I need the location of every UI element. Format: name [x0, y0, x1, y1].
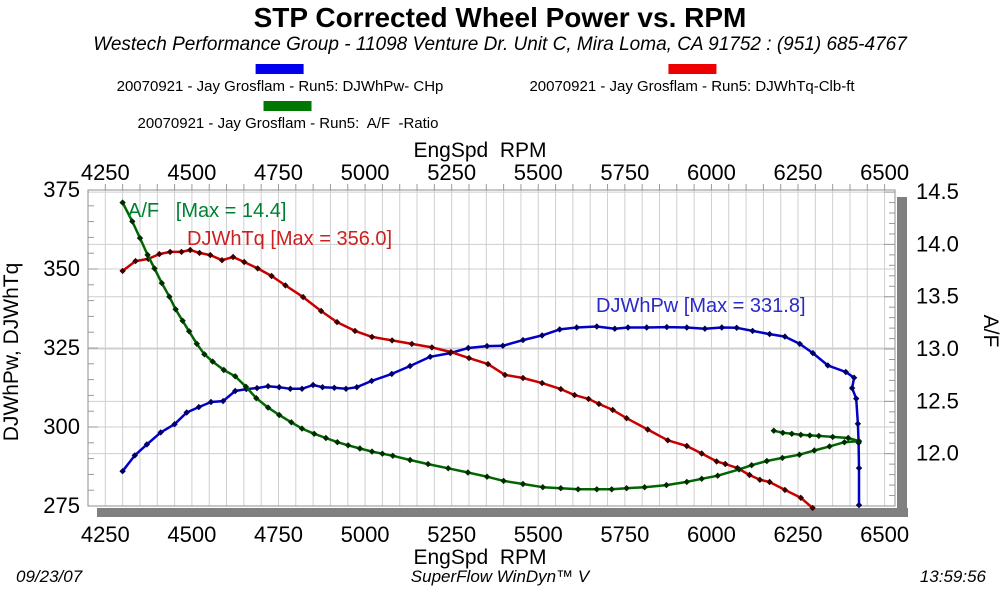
af-legend-swatch — [264, 101, 312, 111]
annotation-power-max: DJWhPw [Max = 331.8] — [596, 295, 806, 317]
svg-text:5500: 5500 — [514, 160, 563, 185]
power-legend-label: 20070921 - Jay Grosflam - Run5: DJWhPw- … — [116, 78, 444, 95]
annotation-af-max: A/F [Max = 14.4] — [128, 200, 286, 222]
svg-text:350: 350 — [43, 256, 80, 281]
torque-legend-label: 20070921 - Jay Grosflam - Run5: DJWhTq-C… — [529, 78, 855, 95]
svg-text:4250: 4250 — [81, 522, 130, 547]
svg-text:5500: 5500 — [514, 522, 563, 547]
svg-text:12.5: 12.5 — [916, 388, 959, 413]
svg-text:6000: 6000 — [687, 160, 736, 185]
right-shadow-bar — [897, 197, 907, 517]
bottom-shadow-bar — [97, 508, 908, 517]
af-legend-label: 20070921 - Jay Grosflam - Run5: A/F -Rat… — [137, 115, 439, 132]
page-title: STP Corrected Wheel Power vs. RPM — [253, 2, 747, 33]
svg-text:13.0: 13.0 — [916, 336, 959, 361]
axis-tick-labels: 4250 4250 4500 4500 4750 4750 5000 5000 5250 5250… — [43, 160, 959, 547]
power-legend-swatch — [255, 64, 304, 74]
gridlines — [88, 189, 895, 507]
legend-item-af: 20070921 - Jay Grosflam - Run5: A/F -Rat… — [137, 101, 439, 132]
af-series — [119, 199, 863, 493]
svg-text:4750: 4750 — [254, 160, 303, 185]
footer-software-name: SuperFlow WinDyn™ V — [410, 567, 590, 586]
svg-text:325: 325 — [43, 335, 80, 360]
svg-text:4750: 4750 — [254, 522, 303, 547]
footer-time: 13:59:56 — [919, 567, 986, 586]
svg-text:5250: 5250 — [427, 522, 476, 547]
svg-text:6250: 6250 — [774, 522, 823, 547]
legend-item-torque: 20070921 - Jay Grosflam - Run5: DJWhTq-C… — [529, 64, 855, 95]
svg-text:14.0: 14.0 — [916, 231, 959, 256]
x-axis-label-bottom: EngSpd RPM — [413, 546, 546, 569]
x-axis-label-top: EngSpd RPM — [413, 139, 546, 162]
svg-text:6500: 6500 — [860, 160, 909, 185]
svg-text:4500: 4500 — [167, 160, 216, 185]
power-markers — [119, 323, 863, 509]
svg-text:5750: 5750 — [600, 160, 649, 185]
svg-text:6250: 6250 — [774, 160, 823, 185]
svg-text:6500: 6500 — [860, 522, 909, 547]
legend-item-power: 20070921 - Jay Grosflam - Run5: DJWhPw- … — [116, 64, 444, 95]
svg-text:300: 300 — [43, 414, 80, 439]
svg-text:5000: 5000 — [341, 522, 390, 547]
svg-text:5250: 5250 — [427, 160, 476, 185]
svg-text:5750: 5750 — [600, 522, 649, 547]
axis-ticks — [88, 184, 895, 497]
svg-text:14.5: 14.5 — [916, 179, 959, 204]
page-subtitle: Westech Performance Group - 11098 Ventur… — [93, 34, 907, 55]
svg-text:4250: 4250 — [81, 160, 130, 185]
power-series — [119, 323, 863, 509]
y-left-axis-label: DJWhPw, DJWhTq — [0, 263, 23, 442]
torque-legend-swatch — [668, 64, 716, 74]
svg-text:275: 275 — [43, 493, 80, 518]
svg-text:6000: 6000 — [687, 522, 736, 547]
svg-text:13.5: 13.5 — [916, 284, 959, 309]
footer-date: 09/23/07 — [16, 567, 83, 586]
y-right-axis-label: A/F — [979, 315, 1000, 348]
svg-text:12.0: 12.0 — [916, 441, 959, 466]
torque-series — [119, 246, 816, 512]
svg-text:5000: 5000 — [341, 160, 390, 185]
svg-text:4500: 4500 — [167, 522, 216, 547]
annotation-torque-max: DJWhTq [Max = 356.0] — [187, 228, 392, 250]
svg-text:375: 375 — [43, 177, 80, 202]
